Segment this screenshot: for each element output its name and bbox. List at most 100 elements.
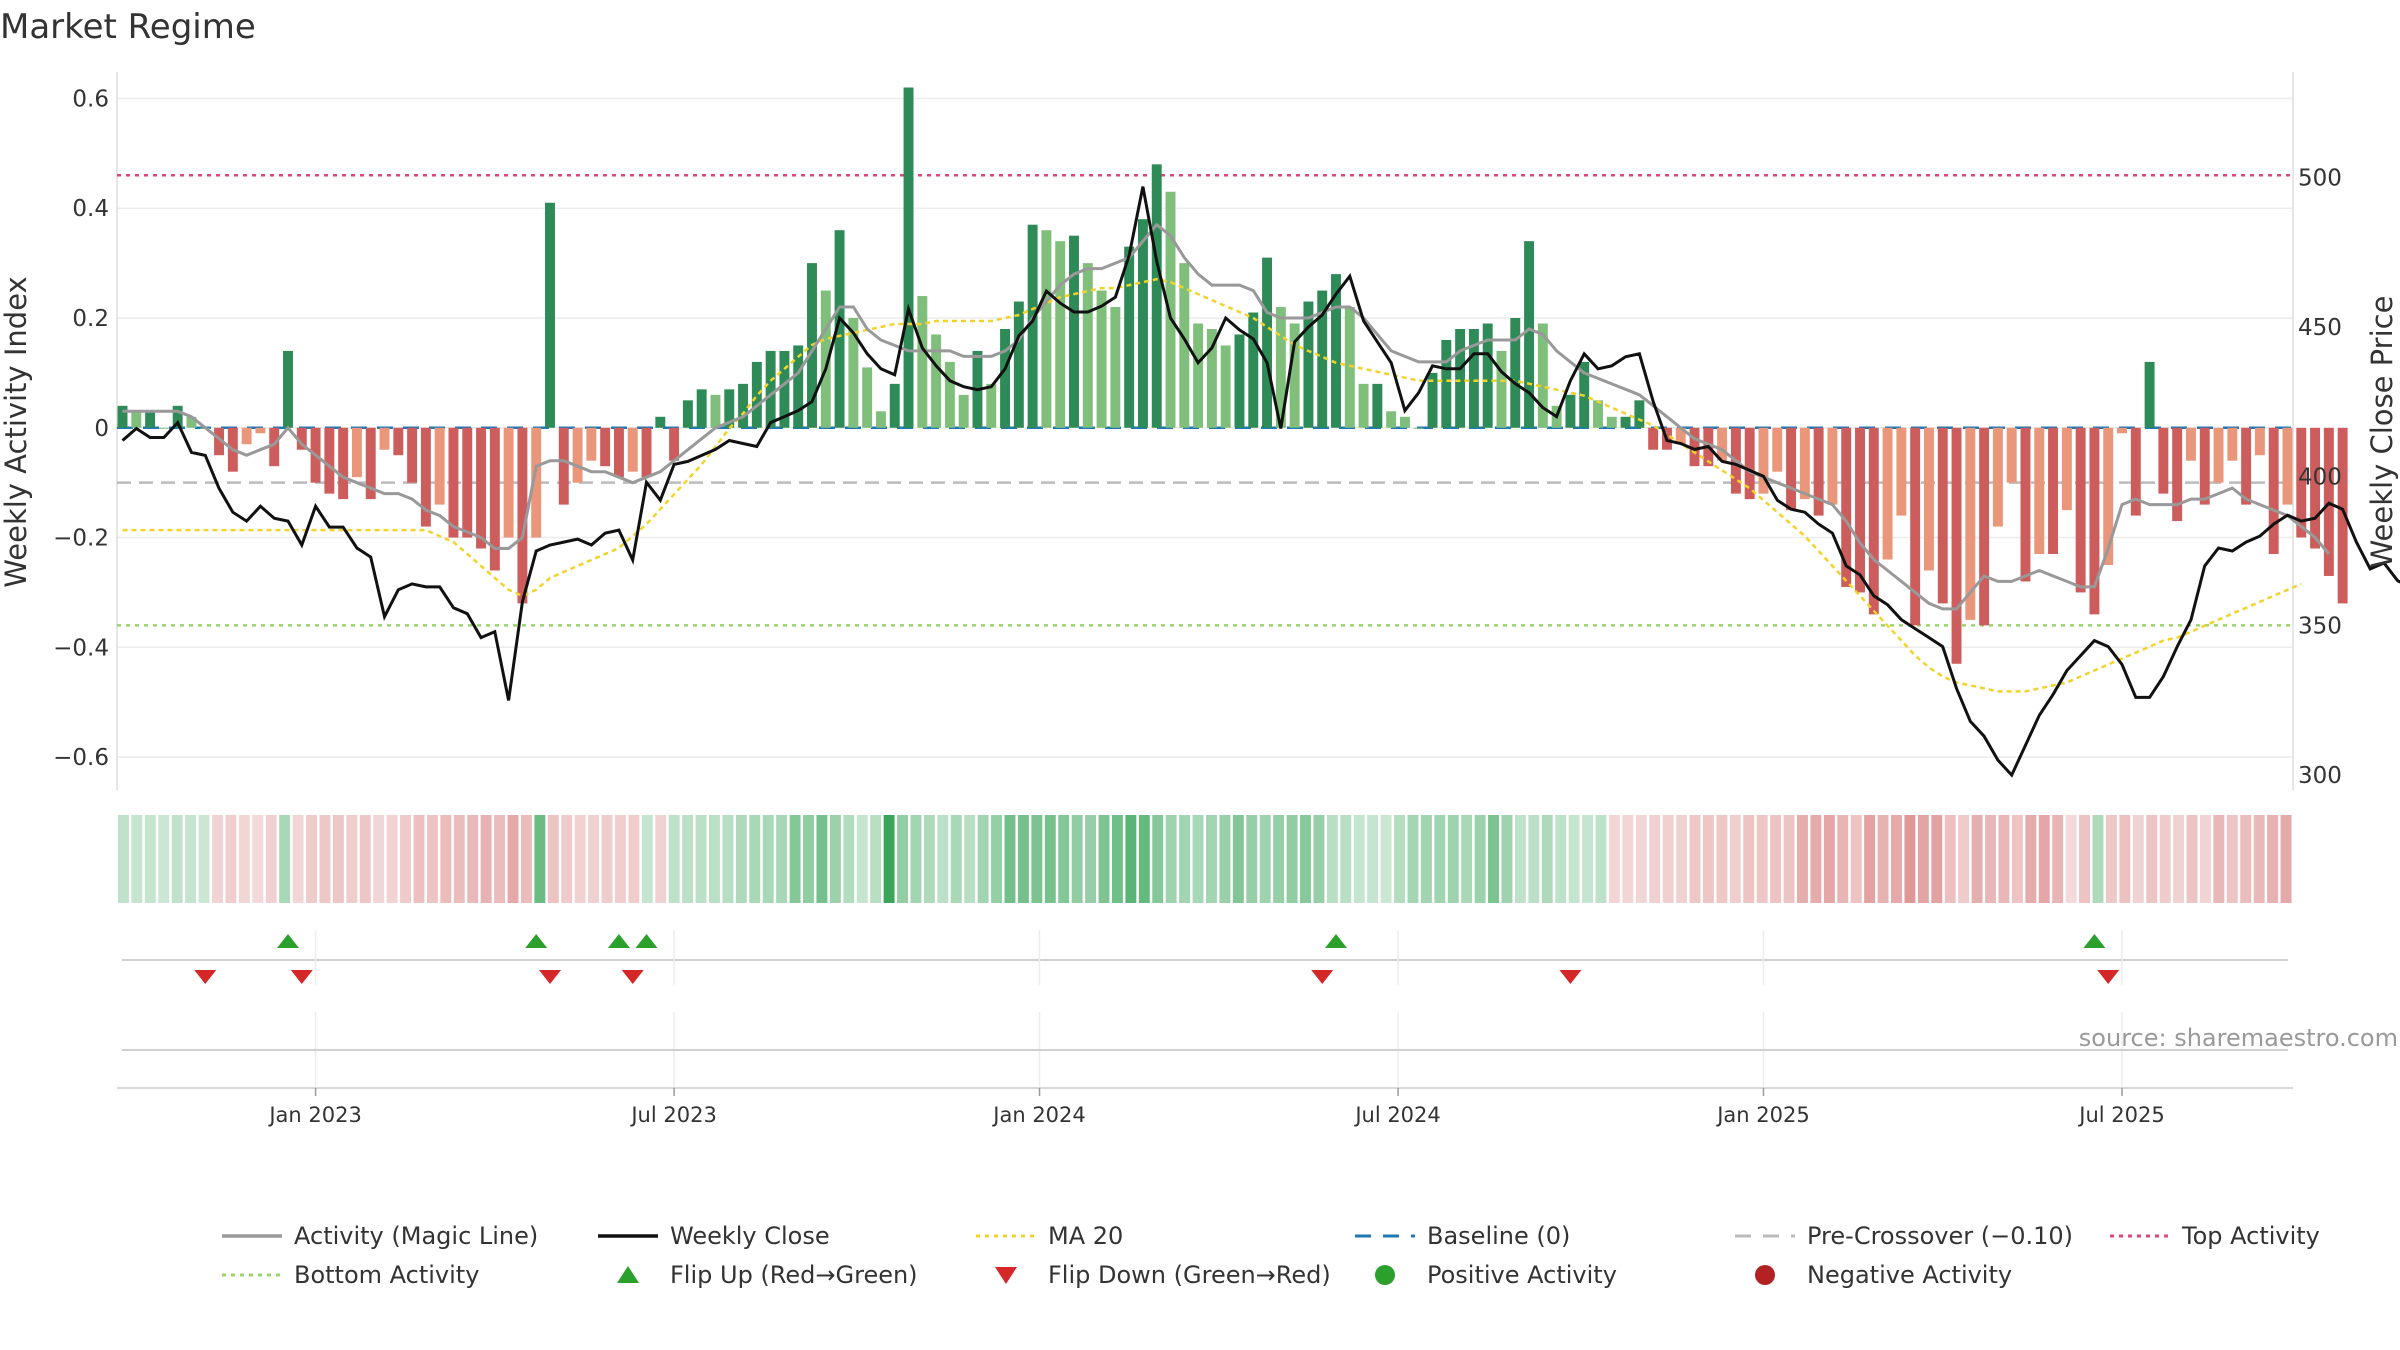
- strip-cell: [1743, 815, 1755, 903]
- activity-bar: [1772, 427, 1783, 472]
- strip-cell: [574, 815, 586, 903]
- strip-cell: [520, 815, 532, 903]
- activity-bar: [1537, 323, 1548, 428]
- activity-bar: [1675, 427, 1686, 445]
- activity-bar: [2213, 427, 2224, 483]
- strip-cell: [2065, 815, 2077, 903]
- strip-cell: [1877, 815, 1889, 903]
- activity-bar: [1896, 427, 1907, 516]
- strip-cell: [1931, 815, 1943, 903]
- strip-cell: [400, 815, 412, 903]
- legend-item: Bottom Activity: [222, 1261, 479, 1289]
- strip-cell: [292, 815, 304, 903]
- legend-label: Flip Down (Green→Red): [1048, 1261, 1331, 1289]
- activity-bar: [1165, 191, 1176, 428]
- legend-flip-down-icon: [995, 1267, 1017, 1284]
- strip-cell: [1944, 815, 1956, 903]
- y2-tick-label: 400: [2298, 464, 2342, 490]
- strip-cell: [1138, 815, 1150, 903]
- activity-bar: [834, 230, 845, 428]
- strip-cell: [171, 815, 183, 903]
- activity-bar: [2310, 427, 2321, 549]
- strip-cell: [1353, 815, 1365, 903]
- activity-bar: [420, 427, 431, 527]
- x-axis-ticks: Jan 2023 Jul 2023 Jan 2024 Jul 2024 Jan 2025…: [267, 1088, 2165, 1127]
- activity-bar: [351, 427, 362, 478]
- activity-bar: [1179, 263, 1190, 428]
- legend-item: Baseline (0): [1355, 1222, 1570, 1250]
- flip-up-marker: [525, 934, 548, 948]
- strip-cell: [1125, 815, 1137, 903]
- activity-bar: [1055, 241, 1066, 428]
- activity-bar: [1634, 400, 1645, 428]
- strip-cell: [413, 815, 425, 903]
- activity-bar: [558, 427, 569, 505]
- strip-cell: [1662, 815, 1674, 903]
- strip-cell: [1770, 815, 1782, 903]
- activity-bar: [545, 202, 555, 428]
- flip-down-marker: [1559, 970, 1582, 984]
- strip-cell: [118, 815, 129, 903]
- activity-bar: [669, 427, 680, 461]
- flip-up-marker: [276, 934, 299, 948]
- strip-cell: [1797, 815, 1808, 903]
- strip-cell: [2267, 815, 2279, 903]
- activity-bar: [131, 411, 142, 428]
- activity-bar: [1979, 427, 1990, 626]
- activity-bar: [1124, 246, 1135, 428]
- strip-cell: [2280, 815, 2292, 903]
- activity-bar: [2158, 427, 2169, 494]
- legend-item: Top Activity: [2110, 1222, 2320, 1250]
- strip-cell: [1031, 815, 1043, 903]
- strip-cell: [1017, 815, 1029, 903]
- activity-bar: [613, 427, 624, 478]
- activity-bar: [158, 427, 169, 429]
- activity-bar: [462, 427, 473, 538]
- legend-item: Pre-Crossover (−0.10): [1735, 1222, 2073, 1250]
- legend-label: Weekly Close: [670, 1222, 830, 1250]
- strip-cell: [131, 815, 143, 903]
- strip-cell: [1098, 815, 1110, 903]
- activity-bar: [1937, 427, 1948, 604]
- strip-cell: [870, 815, 882, 903]
- activity-bar: [2282, 427, 2293, 505]
- strip-cell: [1461, 815, 1473, 903]
- activity-bar: [1413, 427, 1424, 429]
- strip-cell: [937, 815, 949, 903]
- flip-down-marker: [1311, 970, 1334, 984]
- activity-bar: [862, 367, 873, 428]
- strip-cell: [2052, 815, 2064, 903]
- strip-cell: [991, 815, 1003, 903]
- strip-cell: [467, 815, 479, 903]
- activity-bar: [2075, 427, 2086, 593]
- activity-bar: [1303, 301, 1314, 428]
- strip-cell: [1971, 815, 1983, 903]
- activity-bar: [1813, 427, 1824, 516]
- activity-bar: [214, 427, 225, 456]
- strip-cell: [252, 815, 264, 903]
- legend-dot-icon: [1375, 1265, 1395, 1285]
- y2-tick-label: 350: [2298, 614, 2342, 640]
- weekly-close-line: [121, 186, 2400, 778]
- activity-bar: [517, 427, 528, 604]
- activity-bar: [889, 383, 900, 428]
- legend-item: MA 20: [976, 1222, 1123, 1250]
- activity-bar: [283, 350, 293, 428]
- activity-bar: [1565, 394, 1576, 428]
- strip-cell: [762, 815, 774, 903]
- strip-cell: [2025, 815, 2037, 903]
- activity-bar: [379, 427, 390, 450]
- activity-bars: [117, 87, 2348, 664]
- activity-bar: [1606, 416, 1617, 428]
- strip-cell: [1192, 815, 1204, 903]
- activity-bar: [2048, 427, 2059, 554]
- activity-bar: [738, 383, 749, 428]
- activity-bar: [1013, 301, 1024, 428]
- legend-flip-up-icon: [617, 1266, 639, 1283]
- x-tick-label: Jan 2023: [267, 1103, 362, 1127]
- strip-cell: [1998, 815, 2010, 903]
- activity-bar: [1744, 427, 1755, 500]
- strip-cell: [547, 815, 559, 903]
- activity-bar: [2227, 427, 2238, 461]
- activity-bar: [1358, 383, 1369, 428]
